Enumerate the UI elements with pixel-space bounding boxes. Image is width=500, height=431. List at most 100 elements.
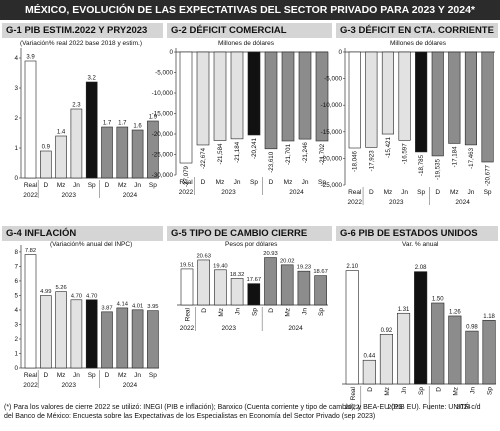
bar <box>24 60 37 179</box>
x-group-label: 2024 <box>289 189 304 196</box>
footnote-line-2: del Banco de México: Encuesta sobre las … <box>4 413 376 420</box>
x-category-label: Real <box>24 372 38 379</box>
bar-value-label: 0.92 <box>381 328 393 334</box>
x-group-label: 2022 <box>180 325 195 332</box>
bar <box>230 278 244 306</box>
bar <box>465 330 479 385</box>
bar-value-label: 3.87 <box>101 305 112 311</box>
bar <box>101 126 113 179</box>
bar <box>179 51 193 164</box>
x-category-label: Sp <box>88 182 96 189</box>
x-category-label: D <box>105 182 110 189</box>
bar <box>365 51 378 148</box>
x-category-label: Jn <box>234 179 241 186</box>
bar-value-label: 20.02 <box>280 258 295 264</box>
panel-title-g6: G-6 PIB DE ESTADOS UNIDOS <box>336 226 498 241</box>
footnote-line-1: (*) Para los valores de cierre 2022 se u… <box>4 404 481 411</box>
x-group-label: 2023 <box>62 382 77 389</box>
x-category-label: Mz <box>216 179 225 186</box>
x-category-label: D <box>435 189 440 196</box>
bar-value-label: -22,674 <box>200 147 207 169</box>
bar-value-label: 4.70 <box>71 293 82 299</box>
bar-value-label: 4.99 <box>40 289 51 295</box>
bar <box>431 51 444 157</box>
bar-value-label: -19,535 <box>435 158 442 180</box>
bar <box>55 135 67 179</box>
bar <box>131 309 144 369</box>
bar <box>431 302 445 385</box>
x-category-label: Mz <box>118 372 127 379</box>
y-tick-label: 3 <box>14 321 18 328</box>
x-category-label: Mz <box>450 189 459 196</box>
x-category-label: Jn <box>73 372 80 379</box>
x-category-label: Jn <box>301 308 308 315</box>
bar <box>264 51 278 150</box>
bar <box>131 129 144 179</box>
bar <box>213 51 227 141</box>
x-group-label: 2022 <box>345 404 360 411</box>
x-category-label: Jn <box>134 372 141 379</box>
bar <box>345 270 359 385</box>
x-category-label: Jn <box>401 387 408 394</box>
bar-value-label: -20,241 <box>251 137 258 159</box>
bar-value-label: 3.95 <box>147 304 158 310</box>
x-category-label: Mz <box>118 182 127 189</box>
bar-value-label: 4.70 <box>86 293 97 299</box>
bar-value-label: -21,584 <box>217 143 224 165</box>
x-category-label: Real <box>348 189 362 196</box>
bar-value-label: 19.40 <box>213 263 228 269</box>
y-tick-label: 0 <box>14 175 18 182</box>
bar <box>281 51 295 142</box>
panel-subtitle-g4: (Variación% anual del INPC) <box>50 241 133 248</box>
bar <box>298 51 312 140</box>
x-category-label: Mz <box>218 308 225 317</box>
bar <box>448 51 461 144</box>
y-tick-label: 5 <box>14 292 18 299</box>
bar-value-label: -20,677 <box>485 164 492 186</box>
x-group-label: 2022 <box>23 382 38 389</box>
x-group-label: 2022 <box>348 199 363 206</box>
bar <box>196 51 210 146</box>
x-category-label: D <box>367 387 374 392</box>
panel-title-g4: G-4 INFLACIÓN <box>2 226 163 241</box>
bar-value-label: 1.26 <box>449 309 461 315</box>
bar <box>415 51 428 153</box>
y-tick-label: -15,000 <box>152 111 174 118</box>
bar <box>396 312 411 385</box>
bar-value-label: -21,246 <box>302 142 309 164</box>
x-category-label: Jn <box>73 182 80 189</box>
bar-value-label: 18.67 <box>313 269 328 275</box>
bar <box>180 268 194 306</box>
y-tick-label: -25,000 <box>321 182 343 189</box>
bar <box>197 259 210 306</box>
bar-value-label: 19.51 <box>180 262 195 268</box>
x-group-label: 2024 <box>123 382 138 389</box>
bar <box>280 264 294 306</box>
x-category-label: Mz <box>452 387 459 396</box>
bar-value-label: 0.98 <box>466 325 478 331</box>
bar <box>147 120 159 179</box>
x-category-label: Mz <box>57 182 66 189</box>
bar-value-label: 20.63 <box>196 253 211 259</box>
x-category-label: Sp <box>251 308 258 316</box>
bar <box>116 307 129 369</box>
x-category-label: D <box>105 372 110 379</box>
x-category-label: D <box>201 179 206 186</box>
bar-value-label: -18,785 <box>418 154 425 176</box>
x-category-label: Mz <box>384 387 391 396</box>
x-category-label: Sp <box>88 372 96 379</box>
x-category-label: Sp <box>318 308 325 316</box>
x-category-label: Jn <box>134 182 141 189</box>
x-group-label: 2024 <box>123 192 138 199</box>
x-category-label: Real <box>179 179 193 186</box>
bar-value-label: 2.10 <box>346 264 358 270</box>
bar <box>214 269 227 306</box>
bar-value-label: 2.3 <box>72 103 81 109</box>
x-category-label: Jn <box>235 308 242 315</box>
bar-value-label: 4.14 <box>117 301 129 307</box>
x-category-label: Sp <box>149 372 157 379</box>
